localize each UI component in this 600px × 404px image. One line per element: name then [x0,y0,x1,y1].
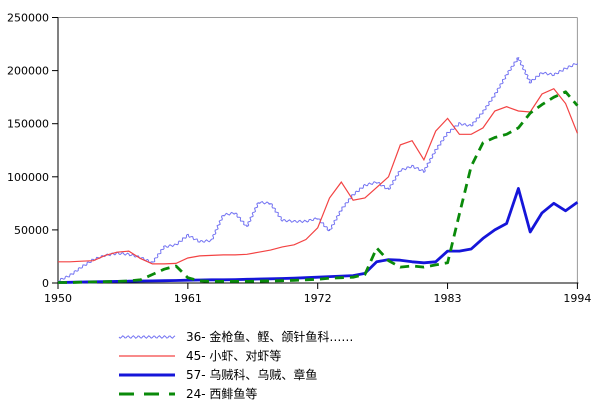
series-line-45 [58,87,578,265]
legend-label-36: 36- 金枪鱼、鲣、颌针鱼科…… [186,329,354,344]
series-line-24 [58,90,579,284]
y-tick-label: 0 [42,277,49,290]
legend-line-sample-45 [119,354,175,357]
legend: 36- 金枪鱼、鲣、颌针鱼科…… 45- 小虾、对虾等 57- 乌贼科、乌贼、章… [118,327,353,403]
series-line-57 [57,187,579,284]
legend-item-36: 36- 金枪鱼、鲣、颌针鱼科…… [118,327,353,346]
legend-label-57: 57- 乌贼科、乌贼、章鱼 [186,367,318,382]
y-tick-label: 150000 [7,118,49,131]
x-tick-label: 1961 [174,292,202,305]
legend-item-45: 45- 小虾、对虾等 [118,346,353,365]
x-tick-label: 1972 [304,292,332,305]
x-tick-label: 1983 [434,292,462,305]
legend-item-57: 57- 乌贼科、乌贼、章鱼 [118,365,353,384]
y-tick-label: 250000 [7,12,49,25]
legend-label-45: 45- 小虾、对虾等 [186,348,282,363]
legend-line-sample-24 [119,392,175,395]
plot-area: 0 50000 100000 150000 200000 250000 1950 1961 19… [7,12,591,306]
legend-stroke-36 [118,334,176,339]
series-line-36 [57,57,578,282]
legend-label-24: 24- 西鲱鱼等 [186,386,258,401]
y-tick-label: 50000 [14,224,49,237]
legend-line-sample-36 [118,334,176,339]
x-tick-label: 1950 [44,292,72,305]
legend-item-24: 24- 西鲱鱼等 [118,384,353,403]
y-tick-label: 200000 [7,65,49,78]
y-tick-label: 100000 [7,171,49,184]
legend-line-sample-57 [119,373,175,376]
x-tick-label: 1994 [563,292,591,305]
